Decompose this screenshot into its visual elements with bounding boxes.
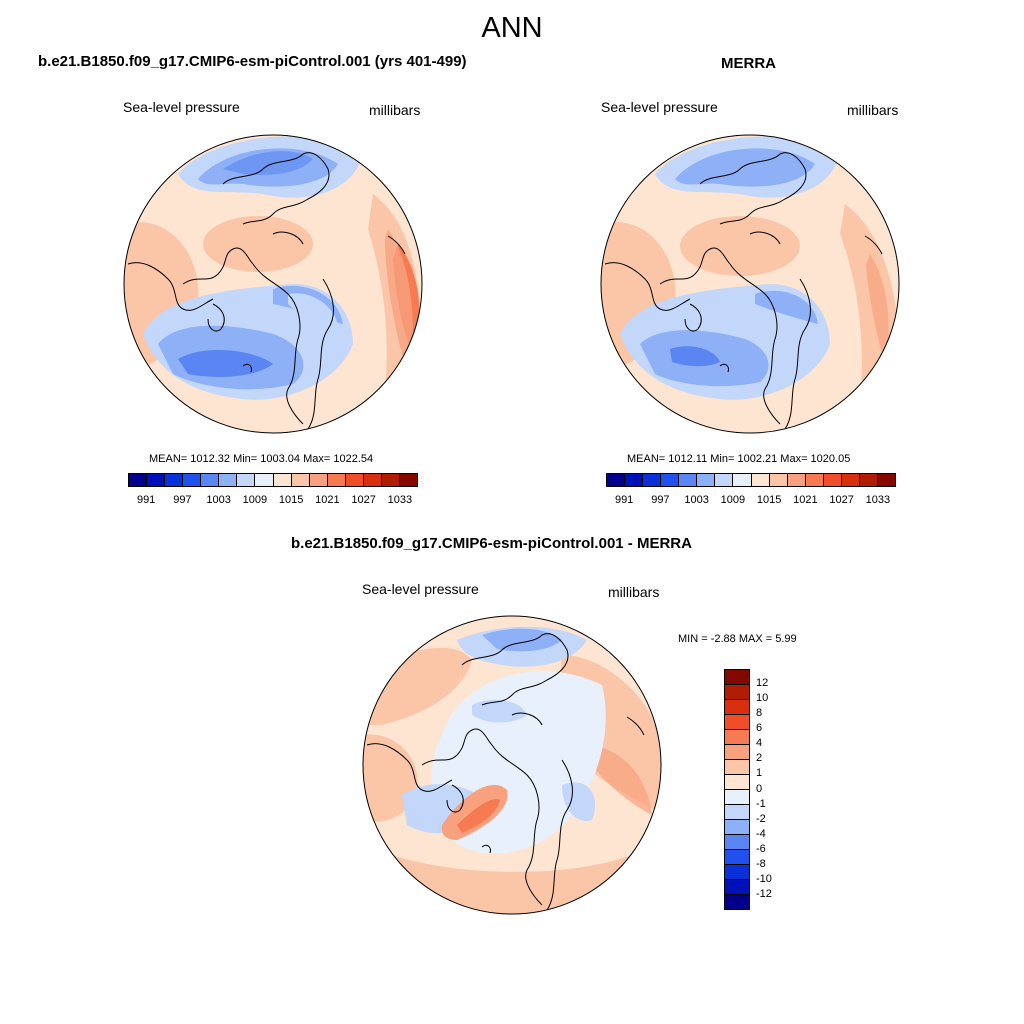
panel3-units-label: millibars: [608, 584, 660, 600]
panel3-title: b.e21.B1850.f09_g17.CMIP6-esm-piControl.…: [291, 535, 692, 552]
panel1-polar-map: [123, 134, 423, 434]
panel2-colorbar: [606, 473, 896, 487]
colorbar-swatch: [607, 474, 626, 486]
colorbar-tick-label: 1021: [315, 494, 340, 506]
colorbar-swatch: [725, 880, 749, 895]
colorbar-tick-label: -8: [756, 857, 766, 870]
colorbar-swatch: [787, 474, 806, 486]
colorbar-swatch: [715, 474, 734, 486]
colorbar-swatch: [725, 805, 749, 820]
colorbar-swatch: [625, 474, 644, 486]
colorbar-tick-label: -4: [756, 827, 766, 840]
colorbar-swatch: [805, 474, 824, 486]
colorbar-swatch: [309, 474, 328, 486]
panel2-title: MERRA: [721, 55, 776, 72]
colorbar-tick-label: -6: [756, 842, 766, 855]
colorbar-swatch: [201, 474, 220, 486]
panel2-variable-label: Sea-level pressure: [601, 99, 718, 115]
colorbar-swatch: [725, 895, 749, 909]
panel3-stats: MIN = -2.88 MAX = 5.99: [678, 633, 797, 645]
colorbar-tick-label: 997: [173, 494, 192, 506]
colorbar-tick-label: 1015: [756, 494, 782, 506]
colorbar-swatch: [725, 820, 749, 835]
colorbar-tick-label: 1015: [278, 494, 304, 506]
colorbar-tick-label: 1027: [351, 494, 376, 506]
colorbar-tick-label: 4: [756, 737, 763, 750]
colorbar-tick-label: -2: [756, 812, 766, 825]
colorbar-tick-label: 1033: [387, 494, 413, 506]
colorbar-swatch: [751, 474, 770, 486]
colorbar-tick-label: 1009: [242, 494, 268, 506]
colorbar-swatch: [237, 474, 256, 486]
panel2-polar-map: [600, 134, 900, 434]
panel1-stats: MEAN= 1012.32 Min= 1003.04 Max= 1022.54: [149, 453, 374, 465]
colorbar-swatch: [399, 474, 417, 486]
colorbar-tick-label: 1003: [684, 494, 709, 506]
colorbar-swatch: [725, 685, 749, 700]
figure-title: ANN: [481, 12, 543, 44]
colorbar-tick-label: 1009: [720, 494, 746, 506]
colorbar-tick-label: -10: [756, 872, 772, 885]
colorbar-swatch: [725, 700, 749, 715]
colorbar-swatch: [859, 474, 878, 486]
colorbar-swatch: [733, 474, 752, 486]
colorbar-tick-label: 8: [756, 707, 763, 720]
colorbar-swatch: [725, 790, 749, 805]
colorbar-swatch: [679, 474, 698, 486]
panel3-colorbar: [724, 669, 750, 910]
colorbar-swatch: [823, 474, 842, 486]
colorbar-swatch: [841, 474, 860, 486]
colorbar-swatch: [725, 760, 749, 775]
colorbar-tick-label: 997: [651, 494, 670, 506]
colorbar-tick-label: 0: [756, 782, 763, 795]
panel1-colorbar: [128, 473, 418, 487]
panel1-units-label: millibars: [369, 102, 421, 118]
colorbar-tick-label: 10: [756, 692, 769, 705]
colorbar-tick-label: 1027: [829, 494, 854, 506]
colorbar-swatch: [725, 715, 749, 730]
colorbar-swatch: [345, 474, 364, 486]
colorbar-swatch: [725, 730, 749, 745]
colorbar-swatch: [643, 474, 662, 486]
colorbar-tick-label: 991: [614, 494, 634, 506]
colorbar-tick-label: 1033: [865, 494, 891, 506]
colorbar-swatch: [165, 474, 184, 486]
panel1-variable-label: Sea-level pressure: [123, 99, 240, 115]
colorbar-swatch: [769, 474, 788, 486]
colorbar-tick-label: 991: [136, 494, 156, 506]
colorbar-swatch: [725, 745, 749, 760]
colorbar-tick-label: 6: [756, 722, 763, 735]
colorbar-swatch: [381, 474, 400, 486]
colorbar-swatch: [725, 670, 749, 685]
colorbar-swatch: [255, 474, 274, 486]
colorbar-tick-label: 2: [756, 752, 763, 765]
panel2-units-label: millibars: [847, 102, 899, 118]
colorbar-swatch: [697, 474, 716, 486]
panel3-polar-map: [362, 615, 662, 915]
colorbar-swatch: [725, 775, 749, 790]
panel2-stats: MEAN= 1012.11 Min= 1002.21 Max= 1020.05: [627, 453, 851, 465]
colorbar-swatch: [273, 474, 292, 486]
colorbar-swatch: [661, 474, 680, 486]
colorbar-tick-label: 1021: [793, 494, 818, 506]
colorbar-swatch: [219, 474, 238, 486]
colorbar-tick-label: 1: [756, 767, 763, 780]
colorbar-swatch: [327, 474, 346, 486]
colorbar-swatch: [147, 474, 166, 486]
colorbar-swatch: [363, 474, 382, 486]
colorbar-swatch: [877, 474, 895, 486]
colorbar-swatch: [129, 474, 148, 486]
colorbar-tick-label: -12: [756, 887, 772, 900]
colorbar-tick-label: -1: [756, 797, 766, 810]
colorbar-swatch: [291, 474, 310, 486]
panel1-title: b.e21.B1850.f09_g17.CMIP6-esm-piControl.…: [38, 53, 467, 70]
colorbar-swatch: [725, 835, 749, 850]
colorbar-tick-label: 12: [756, 677, 769, 690]
colorbar-swatch: [725, 865, 749, 880]
colorbar-swatch: [183, 474, 202, 486]
panel3-variable-label: Sea-level pressure: [362, 581, 479, 597]
colorbar-tick-label: 1003: [206, 494, 231, 506]
colorbar-swatch: [725, 850, 749, 865]
